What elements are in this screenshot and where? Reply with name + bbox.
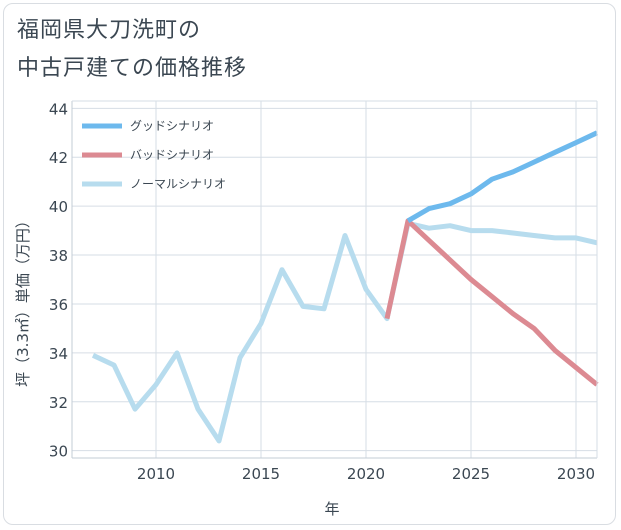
x-tick-label: 2015 xyxy=(242,465,280,483)
x-tick-label: 2030 xyxy=(557,465,595,483)
y-tick-label: 36 xyxy=(49,296,68,314)
y-tick-label: 40 xyxy=(49,198,68,216)
y-tick-label: 30 xyxy=(49,443,68,461)
tick-labels: 2010 2015 2020 2025 2030 30 32 34 36 38 40 42 44 xyxy=(49,100,595,483)
chart-title-line-2: 中古戸建ての価格推移 xyxy=(17,56,248,81)
series-line-normal xyxy=(91,220,598,444)
y-tick-label: 44 xyxy=(49,100,68,118)
axes xyxy=(71,100,598,459)
y-axis-label: 坪（3.3㎡）単価（万円） xyxy=(14,213,32,387)
x-tick-label: 2010 xyxy=(137,465,175,483)
x-axis-label: 年 xyxy=(324,500,339,518)
y-tick-label: 32 xyxy=(49,394,68,412)
chart-title: 福岡県大刀洗町の 中古戸建ての価格推移 xyxy=(17,12,247,88)
legend-label-good: グッドシナリオ xyxy=(130,119,214,133)
series-lines xyxy=(91,130,599,444)
legend-label-bad: バッドシナリオ xyxy=(130,148,214,162)
y-tick-label: 34 xyxy=(49,345,68,363)
x-tick-label: 2020 xyxy=(347,465,385,483)
x-tick-label: 2025 xyxy=(452,465,490,483)
series-line-good xyxy=(406,130,599,223)
legend-label-normal: ノーマルシナリオ xyxy=(130,177,226,191)
series-line-bad xyxy=(384,218,599,387)
chart-title-line-1: 福岡県大刀洗町の xyxy=(17,18,202,43)
grid-lines xyxy=(72,101,597,458)
y-tick-label: 42 xyxy=(49,149,68,167)
y-tick-label: 38 xyxy=(49,247,68,265)
